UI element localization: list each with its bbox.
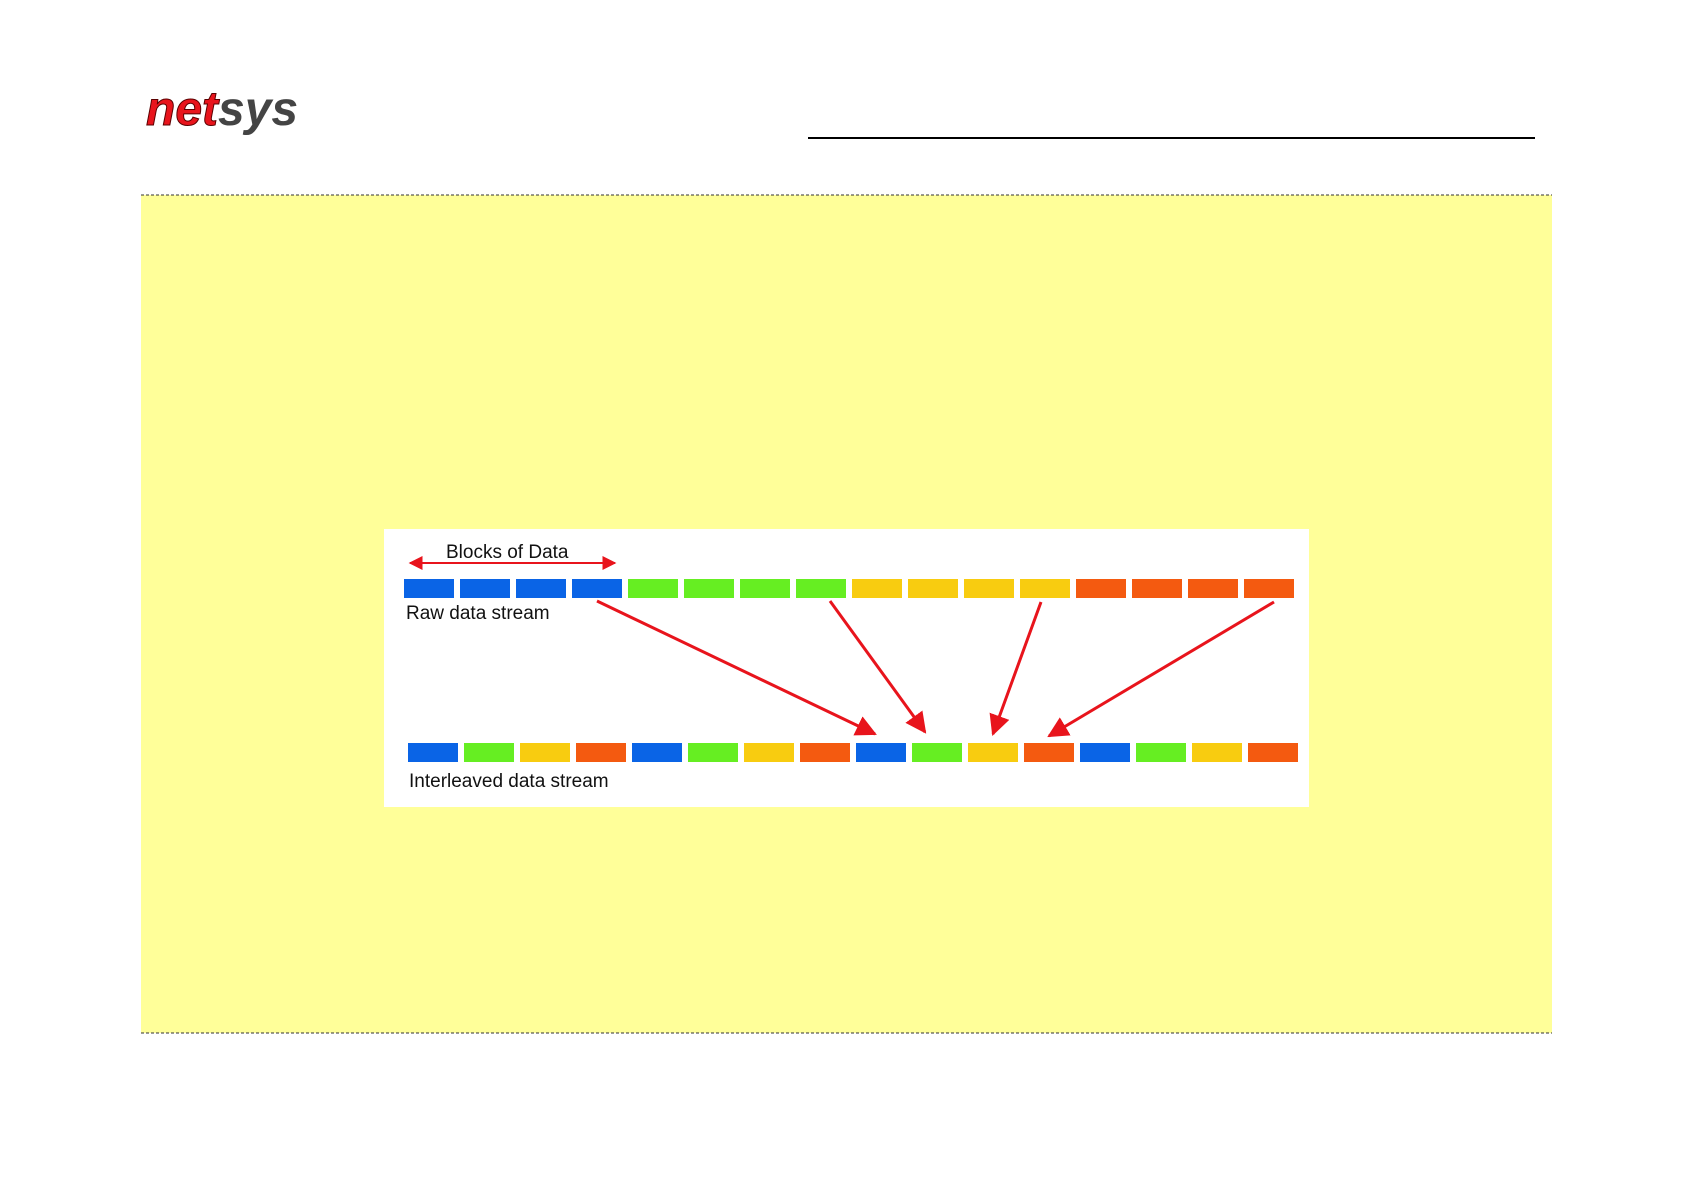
- data-block: [688, 743, 738, 762]
- data-block: [740, 579, 790, 598]
- diagram-box: [384, 529, 1309, 807]
- raw-label: Raw data stream: [406, 603, 550, 624]
- data-block: [1244, 579, 1294, 598]
- data-block: [796, 579, 846, 598]
- data-block: [628, 579, 678, 598]
- arrow: [828, 600, 927, 734]
- data-block: [684, 579, 734, 598]
- data-block: [912, 743, 962, 762]
- interleaved-label: Interleaved data stream: [409, 771, 609, 792]
- data-block: [1076, 579, 1126, 598]
- blocks: [404, 579, 1298, 762]
- arrows: [596, 599, 1275, 738]
- data-block: [520, 743, 570, 762]
- data-block: [1188, 579, 1238, 598]
- data-block: [1248, 743, 1298, 762]
- arrow: [989, 601, 1043, 736]
- data-block: [516, 579, 566, 598]
- data-block: [856, 743, 906, 762]
- logo-net: net: [146, 83, 220, 136]
- data-block: [1136, 743, 1186, 762]
- data-block: [800, 743, 850, 762]
- data-block: [572, 579, 622, 598]
- data-block: [576, 743, 626, 762]
- data-block: [1080, 743, 1130, 762]
- data-block: [1132, 579, 1182, 598]
- logo: netsys: [146, 83, 298, 136]
- blocks-label: Blocks of Data: [446, 542, 569, 563]
- data-block: [744, 743, 794, 762]
- data-block: [464, 743, 514, 762]
- data-block: [408, 743, 458, 762]
- data-block: [404, 579, 454, 598]
- data-block: [908, 579, 958, 598]
- data-block: [852, 579, 902, 598]
- data-block: [460, 579, 510, 598]
- arrow: [1047, 600, 1275, 738]
- logo-sys: sys: [218, 83, 298, 136]
- data-block: [1020, 579, 1070, 598]
- data-block: [964, 579, 1014, 598]
- arrow: [596, 599, 877, 736]
- data-block: [632, 743, 682, 762]
- data-block: [968, 743, 1018, 762]
- data-block: [1024, 743, 1074, 762]
- data-block: [1192, 743, 1242, 762]
